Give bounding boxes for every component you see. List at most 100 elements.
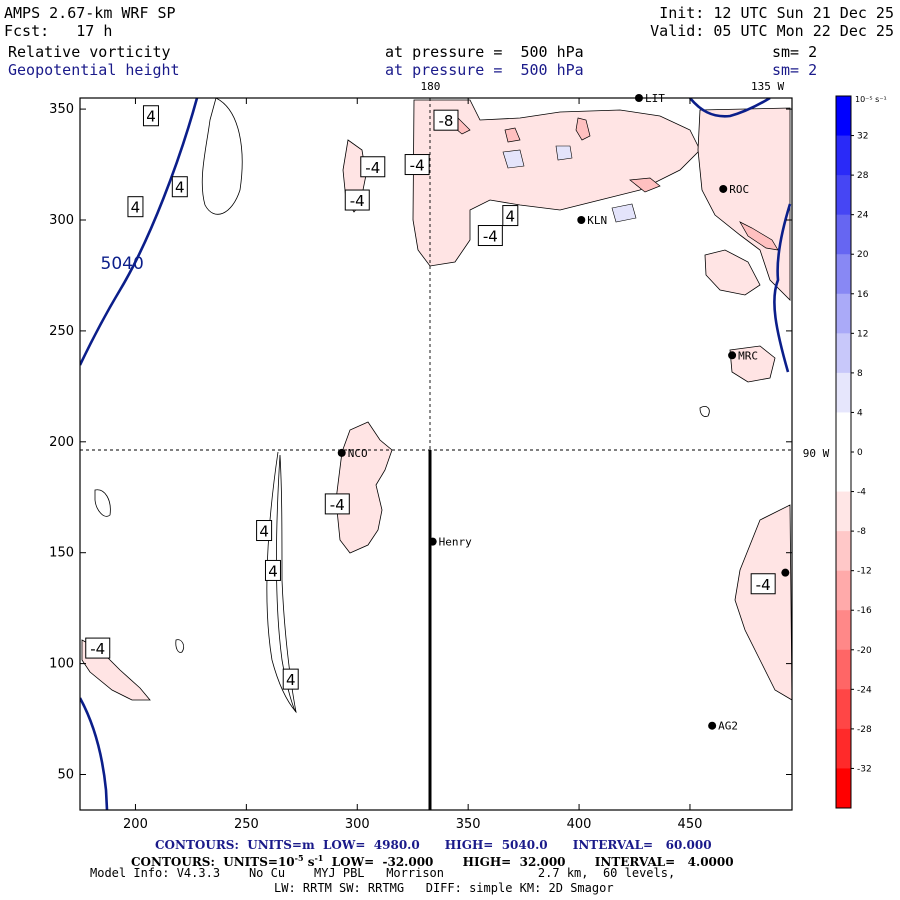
- colorbar-segment: [836, 175, 851, 216]
- contour-label: 4: [264, 559, 281, 581]
- contour-label: 4: [142, 105, 159, 127]
- colorbar-segment: [836, 254, 851, 295]
- station-label: Henry: [439, 536, 472, 549]
- field2-level: at pressure = 500 hPa: [385, 61, 584, 79]
- colorbar-tick-label: -28: [857, 725, 872, 735]
- field2-smoothing: sm= 2: [772, 61, 818, 79]
- contour-label-box: [344, 189, 370, 211]
- neg-area-mid-east: [704, 249, 761, 296]
- contour-label-text: 4: [268, 562, 278, 580]
- contour-label-text: -4: [350, 192, 365, 210]
- station-dot: [428, 537, 437, 546]
- contour-label: 4: [282, 668, 299, 690]
- station-label: KLN: [587, 214, 607, 227]
- colorbar-segment: [836, 135, 851, 176]
- contour-label-text: -4: [756, 576, 771, 594]
- colorbar-segment: [836, 333, 851, 374]
- contour-label-text: -4: [90, 640, 105, 658]
- colorbar-segment: [836, 293, 851, 334]
- contour-label: -4: [477, 225, 503, 247]
- axes: 200 250 300 350 400 450 50 100 150 200 250 300 350 18…: [49, 80, 829, 832]
- contour-label-text: -4: [483, 228, 498, 246]
- station-marker: AG2: [708, 720, 738, 733]
- negative-vorticity-areas: [81, 99, 792, 701]
- colorbar-tick-label: -24: [857, 685, 872, 695]
- colorbar-segment: [836, 649, 851, 690]
- neg-core-5: [504, 127, 521, 143]
- colorbar: 10⁻⁵ s⁻¹ 32 28 24 20 16 12 8 4 0 -4 -8 -12 -16 -20 -24 -…: [835, 95, 887, 809]
- longitude-label: 180: [421, 80, 441, 93]
- contour-label-box: [502, 205, 519, 227]
- pos-contour-long-narrow-outer: [266, 451, 297, 713]
- colorbar-segment: [836, 610, 851, 651]
- station-marker: [781, 568, 790, 577]
- colorbar-tick-label: -20: [857, 646, 872, 656]
- station-marker: LIT: [634, 92, 665, 105]
- contour-label: -4: [344, 189, 370, 211]
- station-dot: [781, 568, 790, 577]
- neg-area-nco: [335, 421, 393, 554]
- contour-label: 4: [127, 196, 144, 218]
- contour-label-box: [256, 520, 273, 542]
- pos-contour-nw: [201, 98, 243, 215]
- contour-label: -4: [360, 156, 386, 178]
- height-contour-ne: [689, 98, 771, 118]
- height-contours: [80, 98, 792, 810]
- contour-label: -4: [85, 637, 111, 659]
- contour-label-text: 4: [286, 671, 296, 689]
- footer-units-s-exp: -1: [314, 853, 324, 863]
- colorbar-tick-label: 8: [857, 369, 863, 379]
- colorbar-segment: [836, 531, 851, 572]
- footer-units-rest: LOW= -32.000 HIGH= 32.000 INTERVAL= 4.00…: [323, 855, 734, 869]
- y-tick-label: 50: [57, 768, 74, 783]
- colorbar-segment: [836, 412, 851, 453]
- colorbar-segment: [836, 372, 851, 413]
- colorbar-tick-label: 24: [857, 211, 869, 221]
- station-dot: [728, 351, 737, 360]
- footer-height-contours: CONTOURS: UNITS=m LOW= 4980.0 HIGH= 5040…: [155, 838, 712, 852]
- field1-smoothing: sm= 2: [772, 43, 818, 61]
- footer-units-a: CONTOURS: UNITS=10: [131, 855, 295, 869]
- contour-label: -4: [750, 573, 776, 595]
- height-contour-sw: [80, 697, 109, 810]
- contour-label-text: 4: [506, 208, 516, 226]
- contour-label-box: [404, 154, 430, 176]
- x-tick-label: 250: [234, 817, 259, 832]
- contour-label-box: [360, 156, 386, 178]
- colorbar-unit: 10⁻⁵ s⁻¹: [855, 95, 887, 104]
- station-label: LIT: [645, 92, 665, 105]
- x-tick-label: 450: [678, 817, 703, 832]
- contour-label-box: [171, 176, 188, 198]
- y-tick-label: 100: [49, 657, 74, 672]
- forecast-hour: Fcst: 17 h: [4, 22, 113, 40]
- colorbar-tick-label: 12: [857, 329, 868, 339]
- contour-label: -4: [324, 493, 350, 515]
- contour-label-box: [264, 559, 281, 581]
- station-label: NCO: [348, 447, 368, 460]
- contour-label-text: -4: [330, 496, 345, 514]
- stations: NCO Henry KLN AG2 MRC ROC LIT: [337, 92, 790, 733]
- contour-label-box: [433, 109, 459, 131]
- contour-label-box: [477, 225, 503, 247]
- y-tick-label: 350: [49, 102, 74, 117]
- station-dot: [708, 721, 717, 730]
- valid-time: Valid: 05 UTC Mon 22 Dec 25: [650, 22, 894, 40]
- contour-label-box: [142, 105, 159, 127]
- y-tick-label: 300: [49, 213, 74, 228]
- colorbar-tick-label: -16: [857, 606, 872, 616]
- height-contour-east: [773, 203, 792, 373]
- model-title: AMPS 2.67-km WRF SP: [4, 4, 176, 22]
- station-marker: MRC: [728, 349, 758, 362]
- x-tick-label: 400: [567, 817, 592, 832]
- station-dot: [719, 184, 728, 193]
- contour-label: -4: [404, 154, 430, 176]
- colorbar-segment: [836, 491, 851, 532]
- colorbar-tick-label: -12: [857, 567, 872, 577]
- colorbar-segment: [836, 452, 851, 493]
- station-dot: [337, 448, 346, 457]
- longitude-label: 135 W: [751, 80, 784, 93]
- contour-label-text: 4: [259, 523, 269, 541]
- y-tick-label: 250: [49, 324, 74, 339]
- height-contour-label: 5040: [101, 254, 144, 274]
- y-tick-label: 150: [49, 546, 74, 561]
